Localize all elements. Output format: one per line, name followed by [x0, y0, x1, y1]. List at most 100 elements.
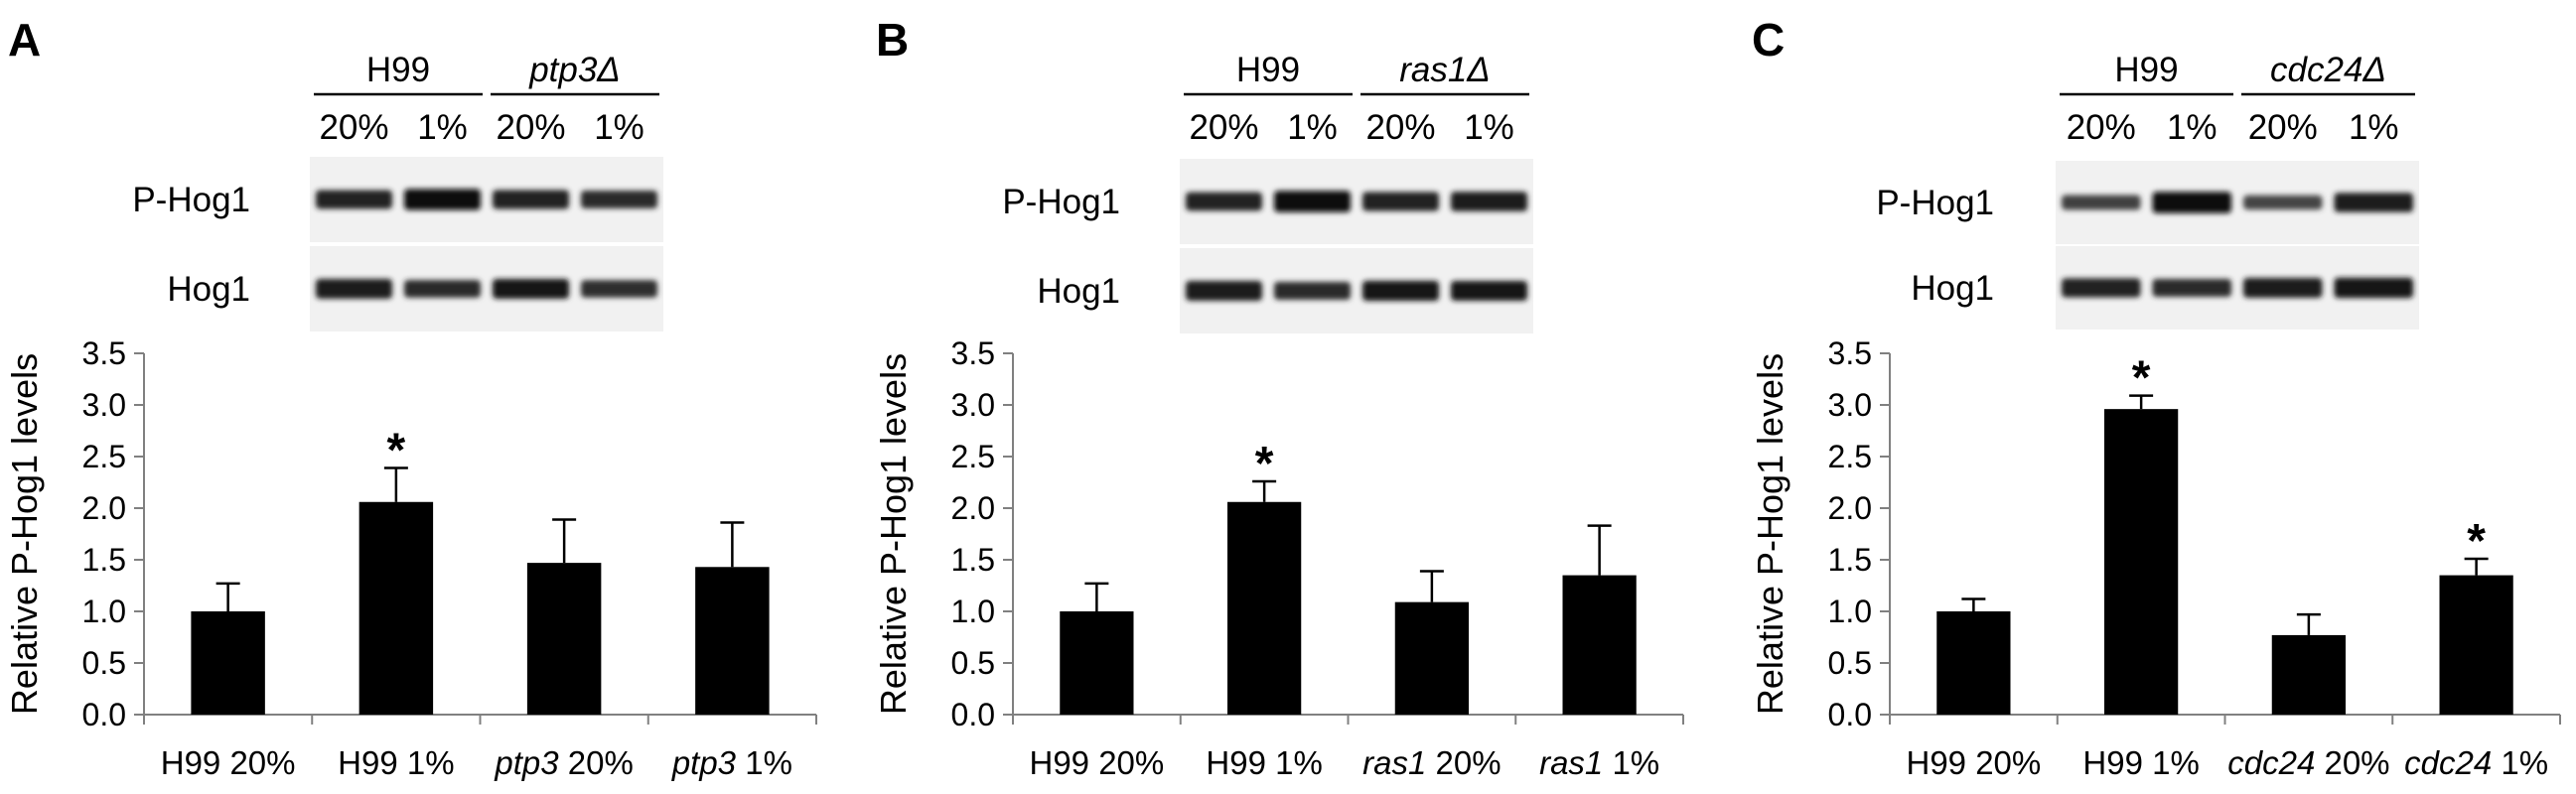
y-tick-label: 1.0: [1828, 594, 1872, 629]
strain-label: cdc24Δ: [2270, 51, 2386, 89]
bar: [1562, 575, 1637, 715]
x-category-label-part: 20%: [2315, 744, 2389, 781]
blot-row-label: P-Hog1: [132, 181, 250, 219]
strain-label: H99: [2114, 51, 2178, 89]
x-category-label: ras1 20%: [1362, 744, 1501, 781]
x-category-label: ptp3 1%: [671, 744, 792, 781]
x-category-label-part: ptp3: [671, 744, 737, 781]
blot-band: [1186, 281, 1262, 301]
y-tick-label: 1.5: [82, 542, 126, 578]
condition-label: 1%: [594, 108, 644, 147]
condition-label: 20%: [2067, 108, 2136, 147]
blot-row-label: P-Hog1: [1002, 183, 1120, 221]
x-category-label: ras1 1%: [1539, 744, 1659, 781]
bar: [2439, 575, 2513, 715]
blot-row-label: Hog1: [167, 270, 250, 309]
y-tick-label: 0.0: [82, 697, 126, 732]
strain-label: H99: [1236, 51, 1300, 89]
blot-row-label: Hog1: [1037, 272, 1120, 311]
blot-band: [1451, 192, 1527, 211]
y-tick-label: 3.5: [1828, 335, 1872, 371]
y-tick-label: 0.5: [1828, 645, 1872, 681]
x-category-label: cdc24 1%: [2404, 744, 2548, 781]
x-category-label-part: 1%: [398, 744, 455, 781]
y-axis-title: Relative P-Hog1 levels: [1750, 353, 1790, 715]
blot-row-label: Hog1: [1911, 269, 1994, 308]
x-category-label-part: 20%: [1426, 744, 1501, 781]
strain-label: ptp3Δ: [528, 51, 621, 89]
x-category-label-part: ras1: [1362, 744, 1426, 781]
x-category-label: H99 20%: [161, 744, 296, 781]
x-category-label-part: 1%: [1266, 744, 1323, 781]
bar: [358, 501, 434, 715]
x-category-label: cdc24 20%: [2227, 744, 2389, 781]
y-tick-label: 0.0: [1828, 697, 1872, 732]
x-category-label: ptp3 20%: [494, 744, 633, 781]
y-tick-label: 0.0: [951, 697, 995, 732]
strain-label: ras1Δ: [1399, 51, 1491, 89]
significance-asterisk: *: [2467, 515, 2486, 568]
y-tick-label: 3.5: [82, 335, 126, 371]
condition-label: 1%: [417, 108, 468, 147]
y-tick-label: 2.5: [951, 439, 995, 474]
blot-band: [404, 280, 481, 298]
condition-label: 1%: [1287, 108, 1338, 147]
x-category-label: H99 1%: [338, 744, 454, 781]
significance-asterisk: *: [1255, 438, 1274, 490]
x-category-label-part: cdc24: [2227, 744, 2315, 781]
blot-band: [2243, 278, 2323, 298]
condition-label: 1%: [2167, 108, 2218, 147]
blot-band: [2334, 193, 2413, 212]
x-category-label-part: 1%: [2492, 744, 2548, 781]
panel-a: A H99 ptp3Δ 20% 1% 20% 1% P-Hog1 Hog1 0.0 0.5 1.0 1.…: [4, 14, 817, 781]
y-tick-label: 0.5: [82, 645, 126, 681]
x-category-label-part: 20%: [559, 744, 634, 781]
blot-band: [2152, 192, 2231, 213]
x-category-label: H99 1%: [2082, 744, 2199, 781]
y-tick-label: 1.5: [1828, 542, 1872, 578]
y-tick-label: 1.0: [951, 594, 995, 629]
blot-band: [2243, 195, 2323, 210]
x-category-label-part: ptp3: [494, 744, 559, 781]
x-category-label-part: 1%: [1603, 744, 1659, 781]
blot-band: [493, 190, 569, 209]
condition-label: 20%: [1189, 108, 1258, 147]
bar: [2271, 634, 2346, 715]
x-category-label-part: 1%: [2143, 744, 2200, 781]
x-category-label-part: H99: [161, 744, 221, 781]
bar: [2104, 409, 2179, 715]
blot-band: [1274, 281, 1351, 301]
y-tick-label: 2.0: [82, 490, 126, 526]
bar: [1227, 501, 1302, 715]
y-tick-label: 3.5: [951, 335, 995, 371]
condition-label: 1%: [1464, 108, 1514, 147]
x-category-label-part: H99: [2082, 744, 2143, 781]
panel-letter: B: [876, 14, 909, 66]
blot-band: [2062, 195, 2141, 210]
bar: [526, 563, 602, 715]
x-category-label: H99 1%: [1206, 744, 1322, 781]
y-tick-label: 3.0: [82, 387, 126, 423]
y-axis-title: Relative P-Hog1 levels: [873, 353, 914, 715]
blot-row-label: P-Hog1: [1876, 184, 1994, 222]
x-category-label-part: 20%: [1089, 744, 1164, 781]
x-category-label-part: ras1: [1539, 744, 1603, 781]
blot-band: [581, 190, 657, 209]
y-tick-label: 2.0: [1828, 490, 1872, 526]
blot-band: [1186, 192, 1262, 211]
y-axis-title: Relative P-Hog1 levels: [4, 353, 45, 715]
x-category-label: H99 20%: [1029, 744, 1164, 781]
x-category-label-part: H99: [338, 744, 398, 781]
bar: [1060, 611, 1134, 715]
bar: [191, 611, 265, 715]
y-tick-label: 2.5: [1828, 439, 1872, 474]
y-tick-label: 3.0: [1828, 387, 1872, 423]
x-category-label-part: 20%: [1966, 744, 2041, 781]
blot-band: [1451, 280, 1527, 302]
y-tick-label: 0.5: [951, 645, 995, 681]
panel-letter: C: [1752, 14, 1785, 66]
condition-label: 20%: [319, 108, 388, 147]
strain-label: H99: [366, 51, 430, 89]
x-category-label-part: cdc24: [2404, 744, 2492, 781]
